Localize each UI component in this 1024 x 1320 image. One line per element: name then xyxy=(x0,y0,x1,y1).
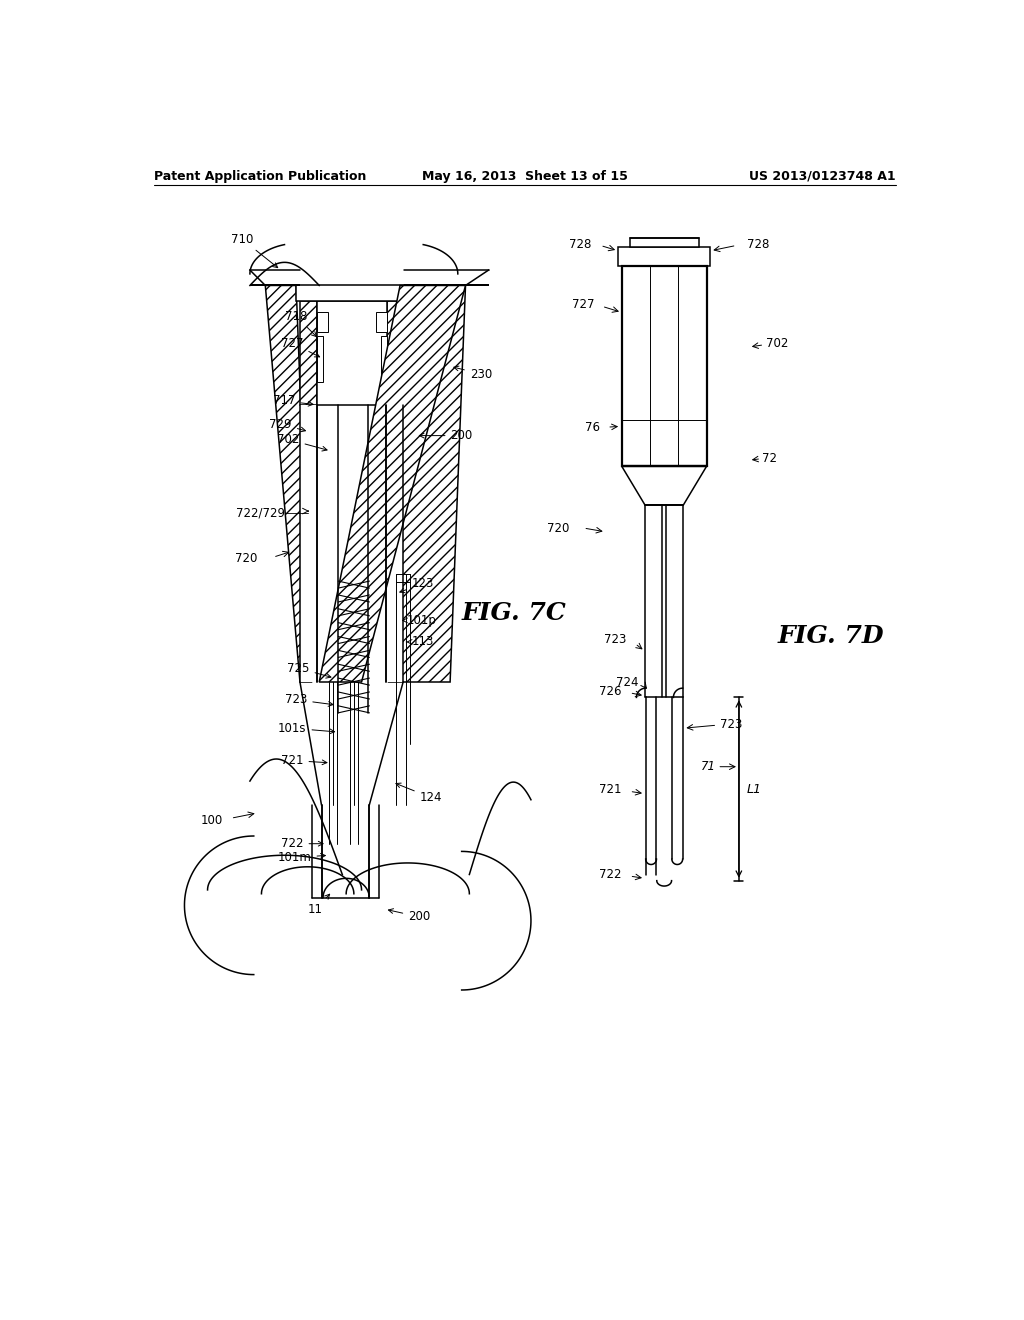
Bar xyxy=(296,285,408,301)
Polygon shape xyxy=(622,466,707,506)
Text: 101s: 101s xyxy=(278,722,335,735)
Text: 727: 727 xyxy=(571,298,594,312)
Bar xyxy=(387,301,403,405)
Polygon shape xyxy=(388,285,466,682)
Text: 721: 721 xyxy=(281,754,327,767)
Bar xyxy=(312,805,322,898)
Text: 100: 100 xyxy=(201,814,222,828)
Text: 722: 722 xyxy=(281,837,323,850)
Text: 717: 717 xyxy=(273,395,313,408)
Text: US 2013/0123748 A1: US 2013/0123748 A1 xyxy=(750,169,896,182)
Text: 71: 71 xyxy=(700,760,716,774)
Text: 72: 72 xyxy=(762,453,777,465)
Bar xyxy=(622,267,707,466)
Text: FIG. 7C: FIG. 7C xyxy=(462,601,566,624)
Text: 124: 124 xyxy=(396,783,442,804)
Text: 724: 724 xyxy=(616,676,639,689)
Text: 123: 123 xyxy=(399,577,434,593)
Text: L1: L1 xyxy=(746,783,762,796)
Text: 101m: 101m xyxy=(278,851,326,865)
Text: 722: 722 xyxy=(599,869,622,880)
Text: May 16, 2013  Sheet 13 of 15: May 16, 2013 Sheet 13 of 15 xyxy=(422,169,628,182)
Bar xyxy=(316,335,323,381)
Text: 725: 725 xyxy=(288,661,331,678)
Text: 727: 727 xyxy=(281,337,319,356)
Text: 101p: 101p xyxy=(402,614,436,627)
Text: 728: 728 xyxy=(746,238,769,251)
Text: 721: 721 xyxy=(599,783,622,796)
Text: 720: 720 xyxy=(236,552,258,565)
Bar xyxy=(316,313,328,331)
Bar xyxy=(316,301,387,405)
Polygon shape xyxy=(265,285,311,682)
Text: 200: 200 xyxy=(388,908,430,924)
Text: 76: 76 xyxy=(586,421,600,434)
Text: 230: 230 xyxy=(454,366,493,380)
Text: 702: 702 xyxy=(278,433,327,451)
Text: 729: 729 xyxy=(269,417,305,432)
Text: 200: 200 xyxy=(419,429,473,442)
Bar xyxy=(376,313,387,331)
Text: 723: 723 xyxy=(604,634,627,647)
Bar xyxy=(630,238,698,247)
Bar xyxy=(300,301,316,405)
Text: 723: 723 xyxy=(285,693,333,706)
Polygon shape xyxy=(319,285,466,682)
Text: 726: 726 xyxy=(599,685,622,698)
Text: 723: 723 xyxy=(720,718,742,731)
Bar xyxy=(381,335,387,381)
FancyBboxPatch shape xyxy=(617,247,711,267)
Bar xyxy=(370,805,379,898)
Text: 720: 720 xyxy=(547,521,569,535)
Text: Patent Application Publication: Patent Application Publication xyxy=(154,169,366,182)
Text: 718: 718 xyxy=(285,310,316,337)
Text: FIG. 7D: FIG. 7D xyxy=(777,624,884,648)
Bar xyxy=(386,405,403,682)
Text: 113: 113 xyxy=(407,635,434,648)
Bar xyxy=(300,405,316,682)
Text: 728: 728 xyxy=(568,238,591,251)
Text: 11: 11 xyxy=(308,894,330,916)
Text: 722/729: 722/729 xyxy=(236,506,285,519)
Text: 710: 710 xyxy=(231,232,278,268)
Text: 702: 702 xyxy=(766,337,788,350)
